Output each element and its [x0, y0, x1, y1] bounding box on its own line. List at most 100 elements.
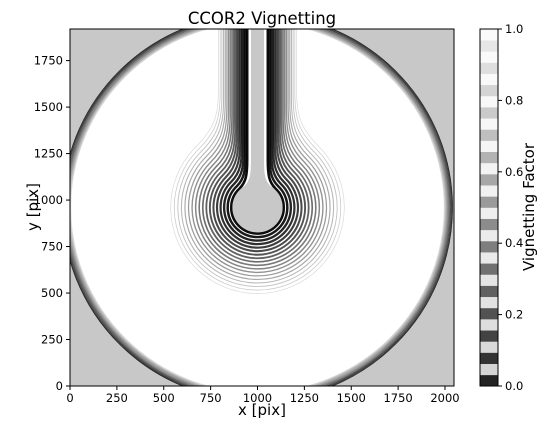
- colorbar-band: [480, 95, 498, 108]
- colorbar-tick-label: 0.6: [505, 165, 523, 179]
- colorbar-band: [480, 296, 498, 309]
- colorbar-band: [480, 118, 498, 130]
- x-tick-label: 2000: [430, 391, 459, 405]
- y-tick-label: 1250: [34, 147, 63, 161]
- field-stop-contour: [70, 29, 447, 386]
- x-axis-label: x [pix]: [238, 401, 286, 419]
- colorbar-label: Vignetting Factor: [520, 142, 538, 271]
- colorbar-band: [480, 84, 498, 97]
- colorbar-ticks: 0.0 0.2 0.4 0.6 0.8 1.0: [498, 22, 523, 393]
- colorbar-band: [480, 363, 498, 376]
- y-tick-label: 500: [41, 286, 63, 300]
- colorbar-band: [480, 274, 498, 286]
- colorbar-band: [480, 162, 498, 175]
- occulter-contour: [184, 29, 331, 281]
- colorbar-band: [480, 140, 498, 153]
- colorbar-band: [480, 374, 498, 387]
- y-tick-label: 1750: [34, 54, 63, 68]
- x-tick-label: 0: [66, 391, 73, 405]
- y-tick-label: 750: [41, 240, 63, 254]
- y-axis-ticks: 0 250 500 750 1000 1250 1500 1750: [34, 54, 70, 393]
- occulter-contours: [170, 29, 345, 294]
- field-stop-mask: [70, 29, 454, 386]
- occulter-contour: [226, 29, 289, 239]
- x-tick-label: 1000: [243, 391, 272, 405]
- field-stop-contour: [70, 29, 453, 386]
- colorbar-tick-label: 1.0: [505, 22, 523, 36]
- colorbar-band: [480, 207, 498, 219]
- x-tick-label: 1500: [337, 391, 366, 405]
- colorbar-band: [480, 62, 498, 74]
- x-tick-label: 1750: [383, 391, 412, 405]
- occulter-contour: [212, 29, 303, 253]
- colorbar-band: [480, 107, 498, 119]
- occulter-contour: [180, 29, 335, 284]
- colorbar-band: [480, 129, 498, 141]
- colorbar: 0.0 0.2 0.4 0.6 0.8 1.0 Vignetting Factor: [479, 22, 538, 393]
- colorbar-band: [480, 40, 498, 52]
- plot-frame: [69, 28, 455, 387]
- occulter-shape: [232, 29, 283, 233]
- occulter-contour: [201, 29, 314, 263]
- field-stop-contour: [70, 29, 452, 386]
- occulter-contour: [177, 29, 338, 287]
- occulter-contour: [187, 29, 328, 277]
- colorbar-band: [480, 240, 498, 253]
- field-stop-contour: [70, 29, 446, 386]
- field-stop-contour: [70, 29, 447, 386]
- y-tick-label: 0: [56, 379, 63, 393]
- colorbar-band: [480, 174, 498, 186]
- occulter-contour: [191, 29, 324, 274]
- occulter-contour: [173, 29, 342, 291]
- colorbar-band: [480, 307, 498, 320]
- field-stop-contours: [70, 29, 453, 386]
- y-tick-label: 1500: [34, 100, 63, 114]
- occulter-contour: [198, 29, 317, 267]
- x-tick-label: 1250: [290, 391, 319, 405]
- occulter-contour: [208, 29, 307, 256]
- colorbar-tick-label: 0.0: [505, 379, 523, 393]
- colorbar-band: [480, 263, 498, 275]
- field-stop-contour: [70, 29, 450, 386]
- x-axis-ticks: 0 250 500 750 1000 1250 1500 1750 2000: [66, 386, 460, 405]
- colorbar-band: [480, 29, 498, 41]
- colorbar-band: [480, 73, 498, 86]
- colorbar-band: [480, 341, 498, 353]
- occulter-contour: [223, 29, 292, 242]
- colorbar-band: [480, 51, 498, 63]
- x-tick-label: 250: [106, 391, 128, 405]
- colorbar-band: [480, 319, 498, 331]
- colorbar-band: [480, 352, 498, 364]
- colorbar-tick-label: 0.2: [505, 308, 523, 322]
- occulter-contour: [194, 29, 321, 270]
- colorbar-frame: [479, 28, 499, 387]
- colorbar-band: [480, 196, 498, 208]
- colorbar-band: [480, 185, 498, 197]
- y-tick-label: 1000: [34, 193, 63, 207]
- occulter-contour: [170, 29, 345, 294]
- colorbar-band: [480, 229, 498, 242]
- colorbar-band: [480, 252, 498, 264]
- colorbar-band: [480, 151, 498, 164]
- colorbar-band: [480, 330, 498, 342]
- occulter-contour: [229, 29, 286, 235]
- colorbar-band: [480, 218, 498, 231]
- occulter-contour: [215, 29, 300, 249]
- field-stop-contour: [70, 29, 453, 386]
- x-tick-label: 750: [200, 391, 222, 405]
- field-stop-contour: [70, 29, 450, 386]
- y-tick-label: 250: [41, 333, 63, 347]
- y-axis-label: y [pix]: [24, 183, 42, 231]
- field-stop-contour: [70, 29, 445, 386]
- field-stop-contour: [70, 29, 449, 386]
- chart-title: CCOR2 Vignetting: [188, 9, 336, 28]
- plot-area: [70, 29, 454, 386]
- colorbar-bands: [480, 29, 498, 387]
- colorbar-tick-label: 0.4: [505, 236, 523, 250]
- field-stop-contour: [70, 29, 451, 386]
- colorbar-band: [480, 285, 498, 298]
- occulter-contour: [205, 29, 310, 260]
- occulter-contour: [219, 29, 296, 246]
- field-stop-contour: [70, 29, 448, 386]
